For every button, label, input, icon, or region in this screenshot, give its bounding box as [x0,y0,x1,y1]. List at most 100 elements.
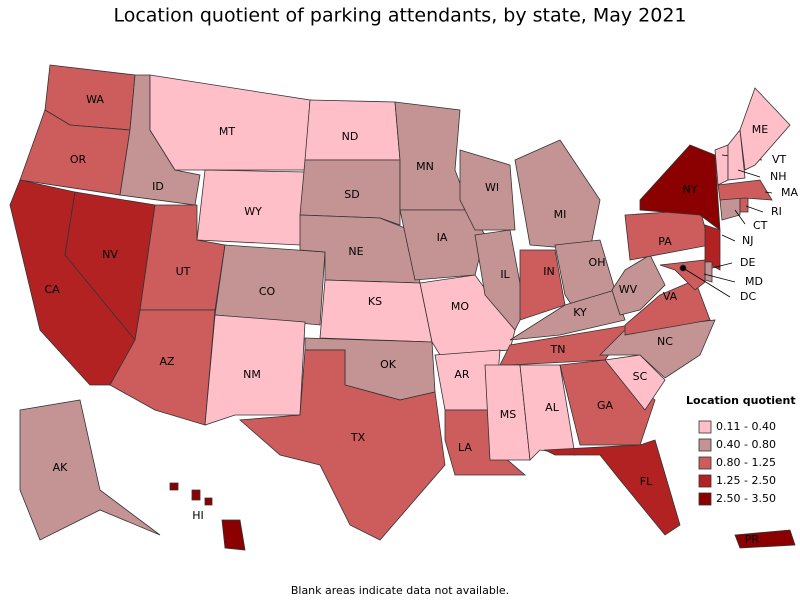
state [739,196,749,213]
state-label: KY [573,306,587,319]
legend-label: 0.11 - 0.40 [716,420,776,433]
legend-swatch [698,474,712,488]
state [109,309,216,426]
state-label: WV [619,283,638,296]
state-label: MO [451,300,469,313]
state-label: DC [740,290,756,303]
state-label: NE [348,245,363,258]
state [169,482,246,551]
state-label: NV [102,248,118,261]
state-label: MA [781,186,798,199]
legend-swatch [698,456,712,470]
state-label: CT [753,219,768,232]
footnote: Blank areas indicate data not available. [291,584,509,597]
state-label: IL [500,268,510,281]
leader-line [721,234,736,242]
state [659,259,706,291]
state-label: MT [219,125,235,138]
state [604,354,666,411]
state-label: MS [500,408,516,421]
legend-swatch [698,492,712,506]
leader-line [745,205,764,213]
legend-title: Location quotient [686,394,796,407]
state [149,74,311,171]
legend-label: 2.50 - 3.50 [716,492,776,505]
state-label: NC [657,335,673,348]
state-label: ID [152,180,164,193]
leader-line [764,191,773,194]
state [459,149,516,231]
state-label: AZ [159,355,175,368]
state [299,159,401,226]
state-label: WI [485,181,499,194]
legend-label: 0.80 - 1.25 [716,456,776,469]
state [214,244,326,326]
state [514,139,601,251]
legend-label: 1.25 - 2.50 [716,474,776,487]
state [734,529,796,549]
state-label: KS [368,295,382,308]
state-label: NJ [742,234,753,247]
state-label: LA [458,441,472,454]
state [204,314,306,426]
state [19,399,161,541]
leader-line [682,267,731,298]
state-label: CA [44,283,60,296]
state [543,439,681,536]
state-label: MD [745,275,763,288]
state-label: GA [597,399,614,412]
state [727,128,746,181]
state [319,279,433,343]
state [624,279,711,336]
state [704,261,713,283]
state-label: VT [772,153,787,166]
states: WA OR CA NV ID MT WY UT AZ CO NM ND SD NE KS OK TX MN IA MO… [9,64,798,551]
state [704,224,721,271]
state-label: MI [554,208,567,221]
state-label: IN [543,265,554,278]
state-label: OK [380,358,397,371]
state-label: SC [633,370,648,383]
state-label: SD [344,188,359,201]
legend-label: 0.40 - 0.80 [716,438,776,451]
state-label: AK [53,461,69,474]
state-label: AL [545,401,560,414]
state-label: TX [350,431,366,444]
state [239,349,446,541]
state [611,254,666,316]
state-label: PR [745,533,760,546]
state-label: IA [437,231,448,244]
state-label: WA [86,93,104,106]
state-label: CO [259,285,276,298]
leader-line [711,262,733,269]
state [719,196,741,221]
state [394,101,471,211]
state-label: NY [683,183,698,196]
legend-swatch [698,438,712,452]
state [739,87,791,171]
legend: 0.11 - 0.40 0.40 - 0.80 0.80 - 1.25 1.25 - … [698,420,776,506]
map-title: Location quotient of parking attendants,… [113,5,686,27]
state-label: OH [589,256,606,269]
state-label: NM [243,368,261,381]
state-label: AR [454,368,470,381]
state-label: NH [770,170,787,183]
state-label: ND [342,130,359,143]
state-label: PA [658,235,672,248]
state-label: ME [752,123,768,136]
leader-line [734,209,746,225]
state-label: FL [640,475,653,488]
state-label: WY [244,205,262,218]
state-label: HI [192,509,204,522]
legend-swatch [698,420,712,434]
state-label: DE [740,256,755,269]
state [717,179,773,201]
state-label: RI [771,205,782,218]
state-label: VA [663,290,678,303]
state-label: OR [70,153,87,166]
state-label: TN [550,343,566,356]
state-label: UT [176,265,191,278]
leader-line [703,273,736,283]
leader-line [737,169,761,178]
